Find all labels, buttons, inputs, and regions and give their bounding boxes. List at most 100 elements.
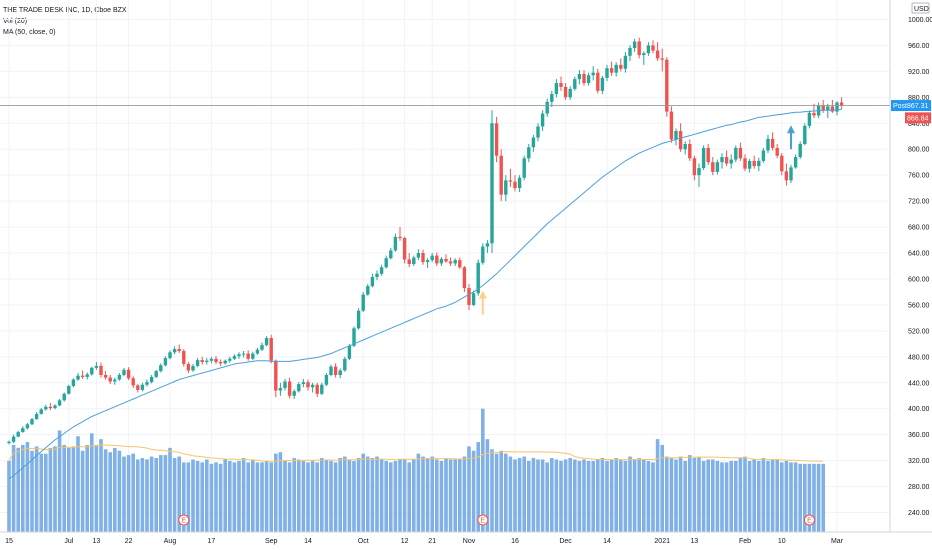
volume-bar (485, 439, 490, 532)
volume-bar (228, 460, 232, 532)
candle-body (393, 236, 398, 251)
volume-bar (784, 460, 789, 532)
candle-body (343, 358, 347, 371)
last-value: 866.84 (907, 115, 929, 122)
candle-body (494, 123, 499, 156)
volume-bar (499, 450, 503, 532)
volume-bar (720, 462, 724, 532)
volume-bar (655, 439, 660, 532)
candle-body (71, 379, 76, 387)
volume-bar (218, 463, 223, 532)
volume-bar (140, 458, 145, 532)
volume-bar (632, 459, 637, 532)
candle-body (807, 112, 812, 126)
volume-bar (642, 459, 646, 532)
candle-body (154, 371, 158, 377)
x-tick-label: 10 (778, 538, 786, 545)
volume-bar (324, 459, 329, 532)
y-tick-label: 360.00 (908, 432, 930, 439)
volume-bar (297, 459, 301, 532)
volume-bar (209, 463, 214, 532)
volume-bar (384, 460, 388, 532)
volume-bar (310, 460, 315, 532)
candle-body (766, 138, 770, 151)
candle-body (582, 73, 586, 84)
volume-bar (48, 447, 53, 532)
volume-bar (195, 460, 200, 532)
symbol-title[interactable]: THE TRADE DESK INC, 1D, Cboe BZX (3, 7, 127, 14)
candle-body (462, 267, 467, 289)
candle-body (591, 72, 595, 76)
candle-body (99, 365, 103, 375)
volume-bar (591, 460, 595, 532)
candle-body (623, 55, 628, 69)
volume-bar (467, 446, 471, 532)
volume-bar (287, 462, 292, 532)
chart-legend: THE TRADE DESK INC, 1D, Cboe BZX Vol (20… (3, 5, 127, 38)
volume-bar (393, 460, 398, 532)
candle-body (62, 393, 66, 401)
volume-bar (214, 462, 218, 532)
x-tick-label: 13 (691, 538, 699, 545)
volume-bar (306, 462, 310, 532)
candle-body (522, 158, 526, 178)
candle-body (485, 243, 490, 247)
volume-bar (44, 453, 48, 532)
candle-body (504, 180, 508, 195)
candle-body (453, 260, 457, 264)
candle-body (642, 53, 646, 56)
candle-body (563, 86, 568, 98)
volume-indicator-label[interactable]: Vol (20) (3, 18, 28, 25)
candle-body (292, 391, 296, 396)
volume-bar (366, 456, 370, 532)
candle-body (729, 159, 733, 164)
volume-bar (278, 452, 283, 532)
volume-bar (527, 460, 531, 532)
candle-body (269, 338, 273, 361)
candle-body (448, 261, 453, 264)
volume-bar (57, 430, 62, 532)
volume-bar (651, 462, 655, 532)
volume-bar (623, 460, 628, 532)
volume-bar (343, 456, 347, 532)
volume-bar (246, 462, 250, 532)
x-tick-label: Sep (265, 538, 278, 545)
volume-bar (21, 444, 25, 532)
moving-average-line (8, 109, 842, 480)
volume-bar (154, 458, 158, 532)
candle-body (632, 41, 637, 49)
volume-bar (416, 453, 421, 532)
candle-body (435, 255, 439, 264)
x-tick-label: 14 (304, 538, 312, 545)
volume-bar (816, 463, 821, 532)
candle-body (826, 106, 830, 111)
candle-body (228, 358, 232, 361)
volume-bar (347, 459, 352, 532)
candle-body (481, 246, 485, 263)
chart-grid (0, 0, 890, 532)
volume-bar (637, 458, 641, 532)
volume-bar (80, 450, 85, 532)
candle-body (30, 419, 34, 425)
price-axis[interactable]: 240.00 280.00 320.00 360.00 400.00 440.00 480.… (889, 0, 932, 532)
volume-bar (614, 458, 618, 532)
candle-body (706, 147, 710, 163)
candle-body (660, 58, 664, 60)
ma-indicator-label[interactable]: MA (50, close, 0) (3, 29, 56, 36)
volume-bar (85, 444, 89, 532)
volume-bar (232, 462, 237, 532)
candle-body (697, 168, 701, 176)
volume-bar (274, 453, 278, 532)
candle-body (476, 262, 480, 294)
candle-body (545, 101, 549, 114)
volume-bar (352, 460, 356, 532)
candle-body (76, 375, 80, 380)
y-tick-label: 920.00 (908, 69, 930, 76)
time-axis[interactable]: 15 Jul 13 22 Aug 17 Sep 14 Oct 12 21 Nov 16 Dec 14 2021… (0, 531, 932, 545)
volume-bar (729, 460, 733, 532)
volume-bar (62, 444, 66, 532)
volume-bar (586, 460, 591, 532)
candle-body (389, 250, 393, 259)
